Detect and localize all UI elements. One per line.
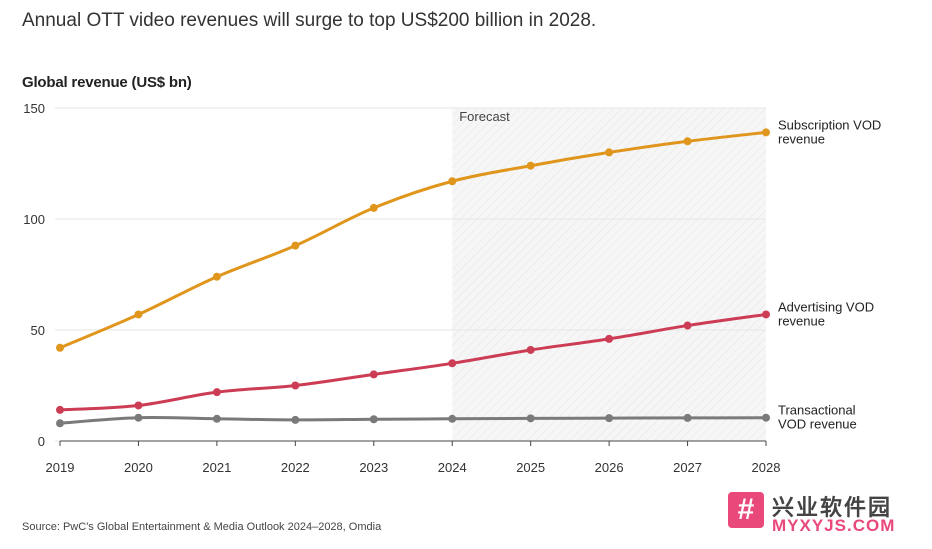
chart-headline: Annual OTT video revenues will surge to … — [22, 10, 597, 31]
data-point — [762, 310, 770, 319]
data-point — [369, 203, 378, 212]
data-point — [683, 321, 692, 330]
data-point — [212, 272, 221, 281]
series-label-advertising-vod-revenue: Advertising VOD revenue — [778, 299, 874, 328]
x-tick-label: 2019 — [46, 460, 75, 475]
x-tick-label: 2023 — [359, 460, 388, 475]
series-line-transactional-vod-revenue — [59, 415, 767, 425]
data-point — [212, 388, 221, 397]
data-point — [56, 343, 64, 352]
data-point — [134, 413, 143, 422]
data-point — [291, 241, 300, 250]
series-line-subscription-vod-revenue — [59, 130, 767, 350]
forecast-label: Forecast — [459, 109, 510, 124]
x-tick-label: 2028 — [752, 460, 781, 475]
watermark-text-cn: 兴业软件园 — [772, 495, 893, 520]
y-tick-label: 0 — [38, 434, 45, 449]
y-tick-label: 100 — [23, 212, 45, 227]
x-tick-label: 2020 — [124, 460, 153, 475]
data-point — [526, 414, 535, 423]
data-point — [526, 161, 535, 170]
hash-icon: # — [728, 492, 764, 528]
x-tick-label: 2024 — [438, 460, 467, 475]
series-label-subscription-vod-revenue: Subscription VOD revenue — [778, 117, 881, 146]
source-note: Source: PwC's Global Entertainment & Med… — [22, 521, 382, 533]
data-point — [448, 177, 457, 186]
data-point — [56, 405, 64, 414]
x-tick-label: 2022 — [281, 460, 310, 475]
data-point — [56, 419, 64, 428]
data-point — [134, 310, 143, 319]
data-point — [448, 359, 457, 368]
data-point — [605, 148, 614, 157]
data-point — [291, 415, 300, 424]
data-point — [762, 128, 770, 137]
data-point — [291, 381, 300, 390]
line-chart: Forecast 0 50 100 150 2019 2020 2021 2022 2023 20… — [23, 101, 881, 475]
series-label-transactional-vod-revenue: Transactional VOD revenue — [778, 403, 857, 432]
watermark-logo: # 兴业软件园 MYXYJS.COM — [728, 490, 928, 540]
data-point — [369, 415, 378, 424]
x-tick-label: 2025 — [516, 460, 545, 475]
x-tick-label: 2021 — [202, 460, 231, 475]
data-point — [212, 414, 221, 423]
data-point — [448, 414, 457, 423]
x-tick-label: 2027 — [673, 460, 702, 475]
forecast-region — [452, 108, 766, 441]
data-point — [683, 137, 692, 146]
watermark-text-en: MYXYJS.COM — [772, 516, 896, 535]
y-axis-unit-label: Global revenue (US$ bn) — [22, 74, 192, 91]
data-point — [134, 401, 143, 410]
data-point — [605, 414, 614, 423]
data-point — [762, 413, 770, 422]
x-tick-label: 2026 — [595, 460, 624, 475]
data-point — [605, 334, 614, 343]
y-tick-label: 50 — [31, 323, 45, 338]
data-point — [369, 370, 378, 379]
data-point — [683, 413, 692, 422]
data-point — [526, 345, 535, 354]
y-tick-label: 150 — [23, 101, 45, 116]
series-line-advertising-vod-revenue — [59, 312, 767, 412]
